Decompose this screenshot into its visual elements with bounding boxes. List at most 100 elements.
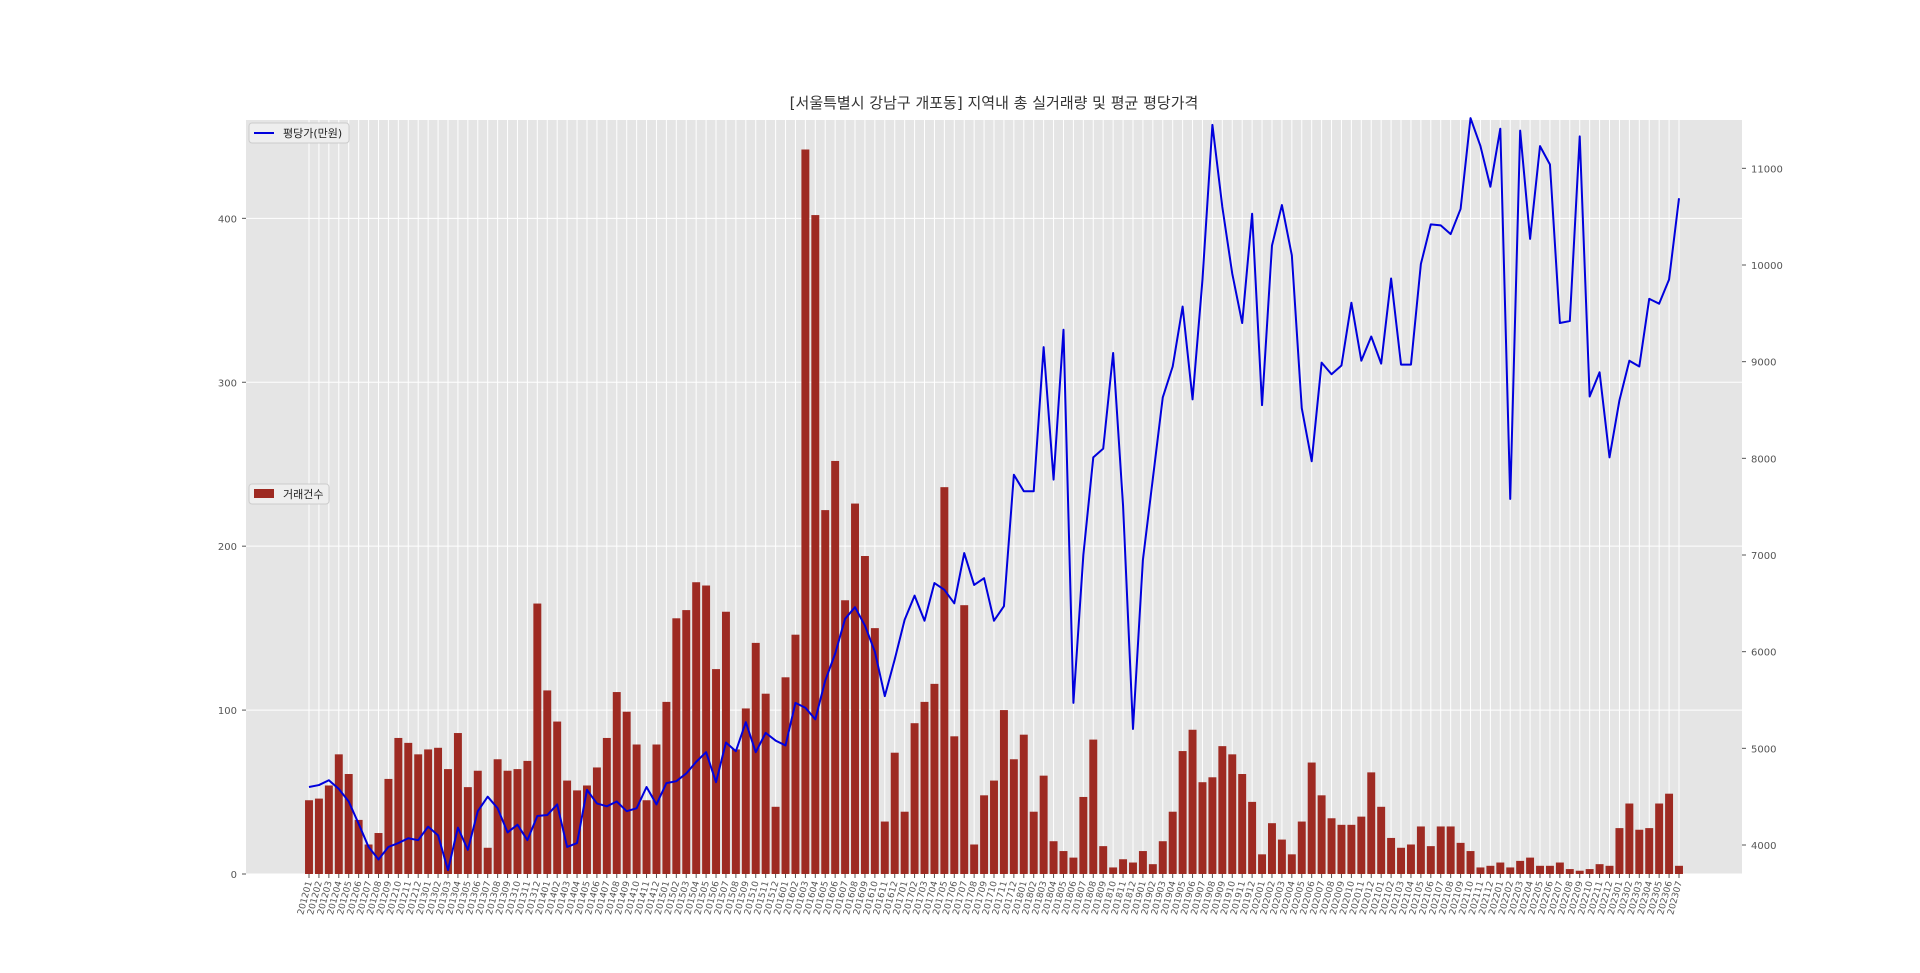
bar <box>1545 865 1554 874</box>
bar <box>1248 801 1257 874</box>
bar <box>314 798 323 874</box>
left-tick-label: 200 <box>218 542 237 553</box>
bar <box>860 556 869 874</box>
right-tick-label: 4000 <box>1751 841 1776 852</box>
bar <box>940 487 949 874</box>
bar <box>1486 865 1495 874</box>
bar <box>1307 762 1316 874</box>
bar <box>354 819 363 874</box>
bar <box>702 585 711 874</box>
bar <box>324 785 333 874</box>
left-y-axis: 0 100 200 300 400 <box>218 214 246 881</box>
bar <box>453 733 462 874</box>
bar <box>444 769 452 874</box>
bar <box>890 752 899 874</box>
bar <box>741 708 750 874</box>
bar <box>1585 869 1594 874</box>
right-tick-label: 7000 <box>1751 551 1776 562</box>
legend-line-label: 평당가(만원) <box>283 127 342 140</box>
bar <box>1198 782 1207 874</box>
right-tick-label: 11000 <box>1751 164 1783 175</box>
bar <box>910 723 919 874</box>
bar <box>1645 828 1654 874</box>
bar <box>771 806 780 874</box>
bar <box>1675 865 1683 874</box>
bar <box>980 795 989 874</box>
bar <box>1506 867 1515 874</box>
bar <box>960 605 969 874</box>
bar <box>821 510 830 874</box>
legend-box <box>248 122 350 144</box>
bar <box>831 460 840 874</box>
bar <box>473 770 482 874</box>
bar <box>990 780 998 874</box>
bar <box>1605 865 1614 874</box>
bar <box>1555 862 1564 874</box>
bar <box>672 618 681 874</box>
bar <box>1446 826 1455 874</box>
legend-line: 평당가(만원) <box>248 122 350 144</box>
right-tick-label: 5000 <box>1751 744 1776 755</box>
bar <box>1595 864 1604 874</box>
bar <box>682 610 691 874</box>
bar <box>384 778 393 874</box>
bar <box>1635 829 1644 874</box>
bar <box>1059 851 1068 874</box>
bar <box>950 736 959 874</box>
bar <box>1009 759 1018 874</box>
bar <box>334 754 343 874</box>
bar <box>781 677 790 874</box>
bar <box>662 701 671 874</box>
bar <box>811 215 820 874</box>
legend-bar: 거래건수 <box>248 483 330 505</box>
bar <box>1337 824 1346 874</box>
bar <box>1089 739 1098 874</box>
bar <box>1387 837 1396 874</box>
left-tick-label: 0 <box>231 870 237 881</box>
bar <box>1516 860 1525 874</box>
bar <box>1655 803 1664 874</box>
bar <box>1168 811 1177 874</box>
bar <box>573 790 582 874</box>
bar <box>920 701 929 874</box>
bar <box>1347 824 1356 874</box>
bar <box>1238 774 1247 874</box>
bar <box>751 642 760 874</box>
left-tick-label: 100 <box>218 706 237 717</box>
bar <box>1268 823 1276 874</box>
bar <box>1615 828 1624 874</box>
bar <box>622 711 631 874</box>
bar <box>612 692 621 874</box>
bar <box>583 785 591 874</box>
bar <box>791 634 800 874</box>
legend-bar-swatch <box>254 489 274 498</box>
bar <box>1119 859 1128 874</box>
bar <box>1208 777 1217 874</box>
bar <box>1049 841 1058 874</box>
bar-series <box>305 149 1683 875</box>
bar <box>1079 796 1088 874</box>
bar <box>1099 846 1108 874</box>
bar <box>553 721 562 874</box>
bar <box>1258 854 1267 874</box>
x-axis: 2012012012022012032012042012052012062012… <box>296 874 1685 916</box>
bar <box>523 760 532 874</box>
bar <box>1426 846 1435 874</box>
bar <box>1416 826 1425 874</box>
bar <box>374 833 383 874</box>
bar <box>1228 754 1237 874</box>
bar <box>1357 816 1366 874</box>
bar <box>1496 862 1505 874</box>
bar <box>841 600 850 874</box>
bar <box>1466 851 1475 874</box>
bar <box>1297 821 1306 874</box>
bar <box>1287 854 1296 874</box>
bar <box>692 582 701 874</box>
bar <box>1575 870 1584 874</box>
right-tick-label: 8000 <box>1751 454 1776 465</box>
bar <box>900 811 909 874</box>
bar <box>563 780 572 874</box>
bar <box>1367 772 1376 874</box>
bar <box>1317 795 1326 874</box>
